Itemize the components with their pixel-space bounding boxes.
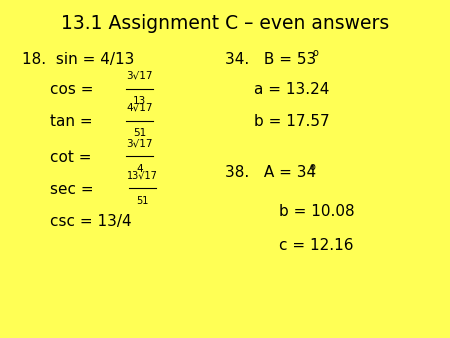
Text: a = 13.24: a = 13.24 bbox=[254, 82, 329, 97]
Text: 51: 51 bbox=[133, 128, 146, 138]
Text: o: o bbox=[309, 162, 315, 172]
Text: 3√17: 3√17 bbox=[126, 70, 153, 80]
Text: tan =: tan = bbox=[50, 114, 97, 129]
Text: 38.   A = 34: 38. A = 34 bbox=[225, 165, 316, 180]
Text: 51: 51 bbox=[136, 196, 149, 206]
Text: 13.1 Assignment C – even answers: 13.1 Assignment C – even answers bbox=[61, 14, 389, 32]
Text: sec =: sec = bbox=[50, 182, 98, 197]
Text: b = 10.08: b = 10.08 bbox=[279, 204, 355, 219]
Text: csc = 13/4: csc = 13/4 bbox=[50, 214, 131, 229]
Text: 13: 13 bbox=[133, 96, 146, 106]
Text: o: o bbox=[313, 48, 319, 58]
Text: 3√17: 3√17 bbox=[126, 138, 153, 148]
Text: 4√17: 4√17 bbox=[126, 102, 153, 113]
Text: 18.  sin = 4/13: 18. sin = 4/13 bbox=[22, 52, 135, 67]
Text: c = 12.16: c = 12.16 bbox=[279, 238, 354, 252]
Text: b = 17.57: b = 17.57 bbox=[254, 114, 330, 129]
Text: 4: 4 bbox=[136, 164, 143, 174]
Text: 13√17: 13√17 bbox=[127, 170, 158, 180]
Text: cot =: cot = bbox=[50, 150, 96, 165]
Text: 34.   B = 53: 34. B = 53 bbox=[225, 52, 316, 67]
Text: cos =: cos = bbox=[50, 82, 98, 97]
